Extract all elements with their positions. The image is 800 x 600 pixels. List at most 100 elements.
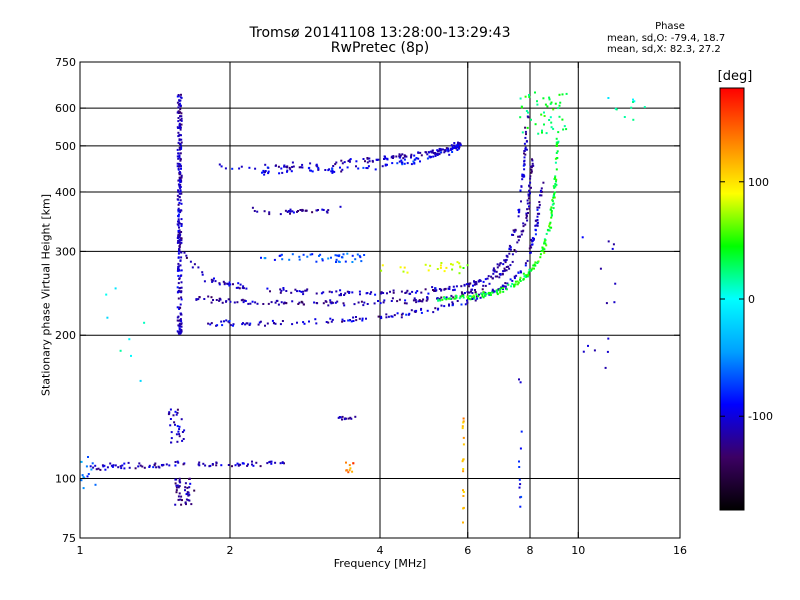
data-point bbox=[516, 283, 519, 286]
data-point bbox=[103, 464, 106, 467]
data-point bbox=[383, 299, 386, 302]
data-point bbox=[534, 91, 536, 94]
data-point bbox=[554, 176, 556, 179]
data-point bbox=[350, 320, 353, 323]
data-point bbox=[185, 503, 187, 506]
data-point bbox=[340, 292, 342, 295]
data-point bbox=[492, 272, 495, 275]
data-point bbox=[453, 145, 456, 148]
data-point bbox=[174, 464, 177, 467]
data-point bbox=[466, 301, 469, 304]
data-point bbox=[361, 317, 364, 320]
data-point bbox=[82, 476, 85, 479]
data-point bbox=[180, 239, 183, 242]
data-point bbox=[462, 267, 465, 269]
data-point bbox=[471, 288, 474, 291]
data-point bbox=[386, 158, 389, 161]
data-point bbox=[208, 465, 211, 468]
data-point bbox=[537, 260, 540, 263]
data-point bbox=[405, 155, 408, 158]
data-point bbox=[179, 233, 182, 236]
data-point bbox=[365, 292, 368, 295]
data-point bbox=[549, 102, 552, 105]
data-point bbox=[489, 292, 492, 294]
data-point bbox=[632, 101, 634, 103]
data-point bbox=[479, 296, 482, 299]
data-point bbox=[477, 295, 480, 298]
data-point bbox=[237, 282, 240, 285]
data-point bbox=[256, 210, 259, 213]
data-point bbox=[232, 324, 234, 327]
data-point bbox=[176, 440, 179, 443]
data-point bbox=[242, 462, 245, 465]
data-point bbox=[511, 279, 514, 282]
data-point bbox=[326, 211, 329, 214]
data-point bbox=[239, 283, 242, 286]
data-point bbox=[177, 112, 180, 114]
data-point bbox=[380, 291, 383, 294]
data-point bbox=[211, 279, 214, 282]
data-point bbox=[180, 231, 183, 233]
data-point bbox=[542, 97, 545, 100]
data-point bbox=[178, 102, 181, 105]
data-point bbox=[452, 147, 455, 149]
data-point bbox=[525, 212, 528, 215]
data-point bbox=[184, 501, 187, 504]
data-point bbox=[178, 239, 181, 242]
data-point bbox=[508, 267, 511, 270]
data-point bbox=[529, 192, 531, 195]
data-point bbox=[440, 296, 443, 299]
data-point bbox=[522, 278, 525, 281]
data-point bbox=[180, 176, 183, 179]
data-point bbox=[218, 282, 221, 285]
data-point bbox=[543, 242, 546, 245]
data-point bbox=[487, 275, 490, 278]
data-point bbox=[455, 295, 458, 298]
data-point bbox=[303, 322, 306, 325]
data-point bbox=[380, 269, 383, 272]
data-point bbox=[282, 288, 285, 291]
data-point bbox=[345, 417, 348, 420]
data-point bbox=[179, 158, 182, 161]
data-point bbox=[437, 299, 440, 302]
data-point bbox=[318, 254, 320, 257]
x-tick-label: 2 bbox=[227, 544, 234, 557]
data-point bbox=[563, 125, 566, 128]
data-point bbox=[302, 303, 305, 306]
data-point bbox=[270, 460, 273, 463]
data-point bbox=[181, 439, 184, 442]
data-point bbox=[322, 209, 325, 211]
data-point bbox=[525, 216, 528, 219]
data-point bbox=[443, 296, 446, 299]
data-point bbox=[511, 233, 513, 236]
data-point bbox=[283, 165, 286, 168]
data-point bbox=[197, 298, 200, 301]
data-point bbox=[553, 191, 556, 194]
data-point bbox=[174, 423, 176, 426]
data-point bbox=[514, 283, 517, 286]
data-point bbox=[599, 267, 602, 270]
data-point bbox=[329, 299, 332, 302]
data-point bbox=[179, 115, 181, 118]
x-axis-ticks: 1 2 4 6 8 10 16 bbox=[77, 62, 687, 557]
data-point bbox=[433, 289, 436, 292]
data-point bbox=[174, 503, 177, 506]
data-point bbox=[245, 287, 248, 290]
data-point bbox=[513, 249, 516, 251]
data-point bbox=[450, 294, 453, 297]
data-point bbox=[434, 155, 437, 157]
data-point bbox=[345, 461, 347, 464]
data-point bbox=[513, 275, 516, 278]
data-point bbox=[555, 168, 558, 171]
data-point bbox=[459, 266, 462, 269]
data-point bbox=[527, 111, 529, 114]
data-point bbox=[505, 258, 508, 261]
data-point bbox=[499, 273, 502, 275]
data-point bbox=[352, 320, 355, 322]
data-point bbox=[521, 173, 524, 176]
data-point bbox=[334, 254, 337, 257]
data-point bbox=[482, 296, 485, 299]
data-point bbox=[517, 209, 520, 211]
data-point bbox=[340, 159, 343, 162]
data-point bbox=[337, 255, 340, 258]
